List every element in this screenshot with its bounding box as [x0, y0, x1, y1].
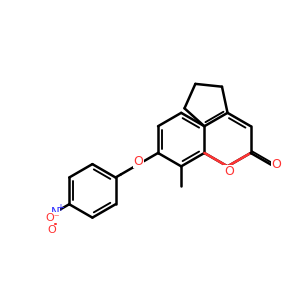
Text: O: O	[134, 155, 143, 168]
Text: O: O	[224, 165, 234, 178]
Text: O: O	[48, 225, 56, 235]
Text: N: N	[51, 206, 59, 219]
Text: O: O	[272, 158, 282, 171]
Text: O⁻: O⁻	[45, 213, 60, 223]
Text: +: +	[56, 203, 64, 213]
